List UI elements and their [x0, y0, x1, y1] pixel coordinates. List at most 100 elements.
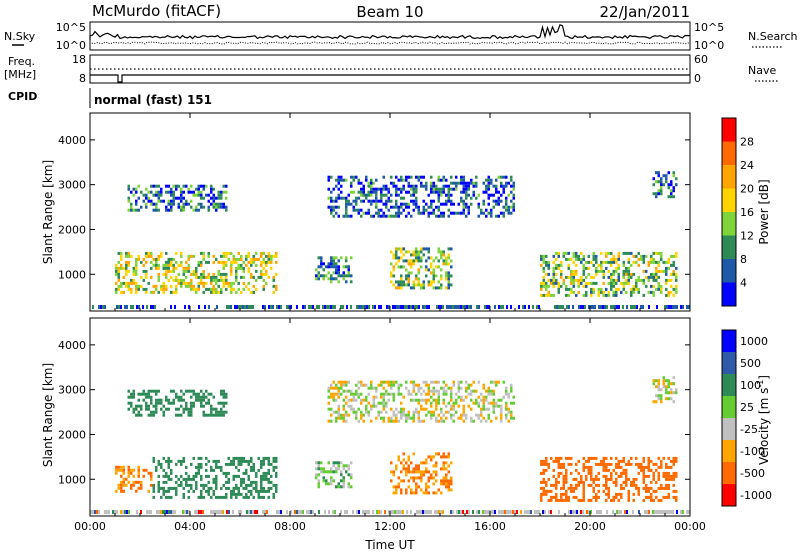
- strip-cell: [402, 305, 404, 309]
- echo-cell: [600, 459, 603, 463]
- echo-cell: [660, 388, 663, 392]
- echo-cell: [122, 471, 125, 475]
- echo-cell: [455, 187, 458, 191]
- strip-cell: [112, 510, 114, 514]
- echo-cell: [195, 208, 198, 212]
- echo-cell: [240, 275, 243, 279]
- echo-cell: [367, 386, 370, 390]
- echo-cell: [425, 467, 428, 471]
- echo-cell: [447, 277, 450, 281]
- echo-cell: [245, 459, 248, 463]
- echo-cell: [182, 398, 185, 402]
- echo-cell: [585, 290, 588, 294]
- echo-cell: [370, 187, 373, 191]
- echo-cell: [510, 389, 513, 393]
- echo-cell: [270, 260, 273, 264]
- echo-cell: [247, 489, 250, 493]
- echo-cell: [672, 195, 675, 199]
- echo-cell: [595, 477, 598, 481]
- strip-cell: [324, 510, 326, 514]
- strip-cell: [208, 305, 210, 309]
- echo-cell: [410, 214, 413, 218]
- echo-cell: [382, 401, 385, 405]
- strip-cell: [550, 510, 552, 514]
- echo-cell: [380, 187, 383, 191]
- echo-cell: [620, 486, 623, 490]
- echo-cell: [495, 383, 498, 387]
- echo-cell: [192, 392, 195, 396]
- echo-cell: [217, 260, 220, 264]
- echo-cell: [327, 277, 330, 281]
- echo-cell: [425, 491, 428, 495]
- echo-cell: [180, 459, 183, 463]
- echo-cell: [215, 483, 218, 487]
- echo-cell: [565, 293, 568, 297]
- echo-cell: [222, 254, 225, 258]
- station-title: McMurdo (fitACF): [92, 2, 221, 20]
- echo-cell: [480, 413, 483, 417]
- echo-cell: [120, 465, 123, 469]
- echo-cell: [265, 471, 268, 475]
- echo-cell: [665, 483, 668, 487]
- echo-cell: [395, 250, 398, 254]
- echo-cell: [262, 489, 265, 493]
- echo-cell: [170, 477, 173, 481]
- echo-cell: [145, 196, 148, 200]
- echo-cell: [655, 195, 658, 199]
- echo-cell: [185, 480, 188, 484]
- echo-cell: [122, 483, 125, 487]
- strip-cell: [372, 510, 374, 514]
- echo-cell: [260, 251, 263, 255]
- echo-cell: [237, 257, 240, 261]
- echo-cell: [237, 281, 240, 285]
- echo-cell: [240, 290, 243, 294]
- echo-cell: [657, 397, 660, 401]
- echo-cell: [155, 205, 158, 209]
- strip-cell: [174, 305, 176, 309]
- echo-cell: [650, 257, 653, 261]
- echo-cell: [190, 407, 193, 411]
- echo-cell: [555, 456, 558, 460]
- echo-cell: [165, 205, 168, 209]
- echo-cell: [340, 184, 343, 188]
- echo-cell: [512, 196, 515, 200]
- echo-cell: [512, 181, 515, 185]
- strip-cell: [418, 305, 420, 309]
- echo-cell: [672, 260, 675, 264]
- echo-cell: [390, 181, 393, 185]
- echo-cell: [335, 271, 338, 275]
- echo-cell: [267, 254, 270, 258]
- echo-cell: [397, 383, 400, 387]
- echo-cell: [180, 190, 183, 194]
- echo-cell: [360, 398, 363, 402]
- echo-cell: [450, 202, 453, 206]
- echo-cell: [365, 193, 368, 197]
- echo-cell: [432, 211, 435, 215]
- strip-cell: [476, 305, 478, 309]
- strip-cell: [440, 510, 442, 514]
- strip-cell: [492, 510, 494, 514]
- echo-cell: [540, 495, 543, 499]
- echo-cell: [475, 398, 478, 402]
- echo-cell: [660, 287, 663, 291]
- echo-cell: [560, 275, 563, 279]
- echo-cell: [472, 380, 475, 384]
- echo-cell: [450, 476, 453, 480]
- echo-cell: [142, 278, 145, 282]
- echo-cell: [362, 398, 365, 402]
- echo-cell: [202, 269, 205, 273]
- echo-cell: [442, 419, 445, 423]
- echo-cell: [507, 392, 510, 396]
- echo-cell: [410, 491, 413, 495]
- echo-cell: [132, 266, 135, 270]
- echo-cell: [660, 254, 663, 258]
- echo-cell: [625, 290, 628, 294]
- echo-cell: [582, 495, 585, 499]
- echo-cell: [650, 498, 653, 502]
- echo-cell: [405, 467, 408, 471]
- echo-cell: [587, 272, 590, 276]
- y-tick-label: 2000: [58, 428, 86, 441]
- echo-cell: [615, 477, 618, 481]
- echo-cell: [500, 398, 503, 402]
- echo-cell: [477, 413, 480, 417]
